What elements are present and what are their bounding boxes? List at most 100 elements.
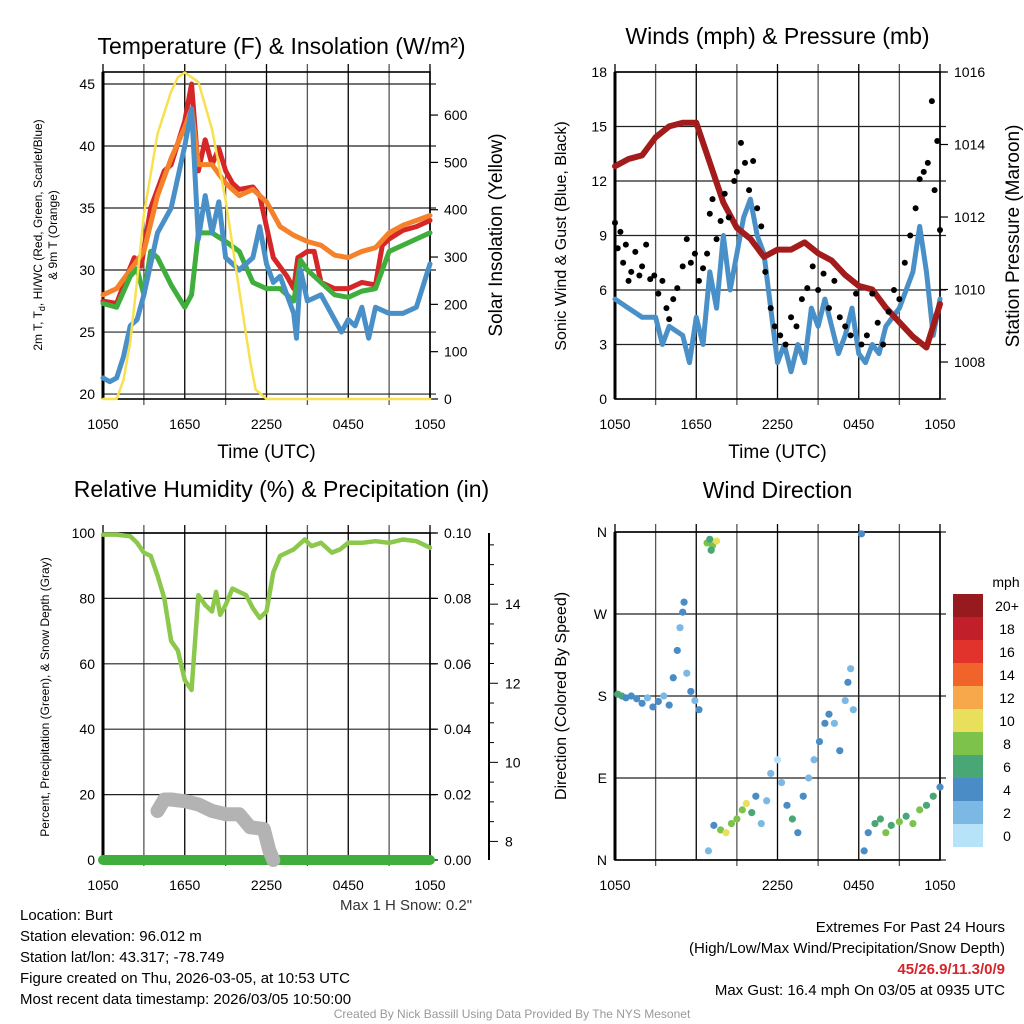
- x-tick-label: 0450: [333, 416, 364, 432]
- x-tick-label: 1650: [681, 416, 712, 432]
- gust-point: [731, 178, 738, 184]
- gust-point: [713, 236, 720, 243]
- label-subscript: d: [37, 306, 47, 311]
- legend-title: mph: [992, 574, 1019, 590]
- y-tick-label: 30: [79, 262, 95, 278]
- pressure-axis-label: Station Pressure (Maroon): [1003, 125, 1024, 348]
- gust-point: [890, 287, 897, 293]
- y-tick-label: 40: [79, 138, 95, 154]
- y-tick-label: 0: [87, 852, 95, 868]
- legend-swatch: [953, 824, 983, 847]
- direction-point: [704, 847, 713, 855]
- gust-point: [622, 241, 629, 248]
- lat-lon: Station lat/lon: 43.317; -78.749: [20, 949, 225, 966]
- gust-point: [612, 219, 618, 226]
- direction-point: [794, 829, 802, 837]
- x-tick-label: 1050: [87, 416, 118, 432]
- direction-point: [676, 624, 684, 632]
- y-tick-label: 40: [79, 721, 95, 737]
- y-right-tick-label: 1010: [954, 282, 985, 298]
- elevation: Station elevation: 96.012 m: [20, 928, 202, 945]
- gust-point: [758, 223, 765, 230]
- direction-point: [887, 821, 895, 829]
- gust-point: [847, 332, 854, 339]
- direction-point: [773, 756, 782, 764]
- gust-point: [617, 228, 624, 235]
- gust-point: [820, 270, 827, 277]
- direction-point: [860, 847, 868, 855]
- direction-point: [783, 801, 791, 809]
- gust-point: [717, 217, 724, 224]
- direction-point: [916, 806, 924, 814]
- gust-point: [907, 232, 914, 239]
- y-tick-label: 20: [79, 386, 95, 402]
- gust-point: [628, 268, 635, 275]
- gust-point: [912, 205, 919, 212]
- series-line-station-pressure: [612, 119, 943, 351]
- y-tick-label: N: [597, 524, 607, 540]
- y-tick-label: E: [598, 770, 607, 786]
- direction-point: [767, 769, 775, 778]
- legend-swatch: [953, 640, 983, 663]
- y-right-tick-label: 500: [444, 154, 468, 170]
- direction-point: [788, 815, 796, 823]
- chart-title: Relative Humidity (%) & Precipitation (i…: [74, 476, 489, 502]
- gust-point: [815, 287, 822, 293]
- gust-point: [683, 236, 690, 243]
- legend-label: 18: [999, 621, 1015, 637]
- extremes-values: 45/26.9/11.3/0/9: [897, 961, 1005, 978]
- x-tick-label: 0450: [843, 416, 874, 432]
- gust-point: [666, 316, 673, 323]
- direction-point: [627, 692, 635, 700]
- direction-point: [710, 821, 718, 829]
- direction-point: [722, 829, 730, 837]
- direction-point: [673, 646, 681, 655]
- gust-point: [931, 187, 938, 194]
- direction-point: [695, 706, 703, 714]
- rh-axis-label: Percent, Precipitation (Green), & Snow D…: [38, 557, 52, 836]
- max-gust: Max Gust: 16.4 mph On 03/05 at 0935 UTC: [714, 982, 1005, 999]
- gust-point: [636, 272, 643, 279]
- gust-point: [842, 323, 849, 330]
- gust-point: [920, 168, 927, 175]
- direction-point: [742, 799, 750, 808]
- legend-swatch: [953, 755, 983, 778]
- y-tick-label: 18: [591, 64, 607, 80]
- legend-swatch: [953, 801, 983, 824]
- direction-point: [752, 792, 760, 800]
- direction-point: [902, 812, 910, 820]
- y-tick-label: 20: [79, 787, 95, 803]
- direction-point: [844, 678, 852, 686]
- y-tick-label: 3: [599, 337, 607, 353]
- y-right-tick-label: 0.02: [444, 787, 471, 803]
- direction-point: [680, 598, 688, 606]
- location: Location: Burt: [20, 907, 113, 924]
- y-tick-label: 15: [591, 119, 607, 135]
- direction-point: [825, 710, 833, 718]
- gust-point: [916, 176, 923, 183]
- temp-y-axis-label: 2m T, Td, HI/WC (Red, Green, Scarlet/Blu…: [31, 119, 47, 350]
- direction-point: [757, 819, 765, 828]
- x-tick-label: 0450: [333, 877, 364, 893]
- gust-point: [655, 290, 662, 297]
- direction-point: [909, 819, 917, 828]
- gust-point: [721, 190, 728, 197]
- gust-point: [754, 205, 761, 212]
- y-tick-label: 45: [79, 76, 95, 92]
- gust-point: [614, 245, 621, 252]
- gust-point: [937, 227, 943, 234]
- gust-point: [643, 241, 650, 248]
- direction-point: [841, 696, 849, 705]
- gust-point: [777, 332, 784, 339]
- direction-point: [849, 706, 857, 714]
- gust-point: [762, 268, 769, 275]
- gust-point: [874, 319, 881, 326]
- label-part: 2m T, T: [31, 310, 45, 350]
- y-tick-label: 0: [599, 391, 607, 407]
- x-tick-label: 1050: [924, 416, 955, 432]
- legend-swatch: [953, 778, 983, 801]
- y-tick-label: 60: [79, 656, 95, 672]
- y-right-tick-label: 0.00: [444, 852, 471, 868]
- x-tick-label: 2250: [762, 877, 793, 893]
